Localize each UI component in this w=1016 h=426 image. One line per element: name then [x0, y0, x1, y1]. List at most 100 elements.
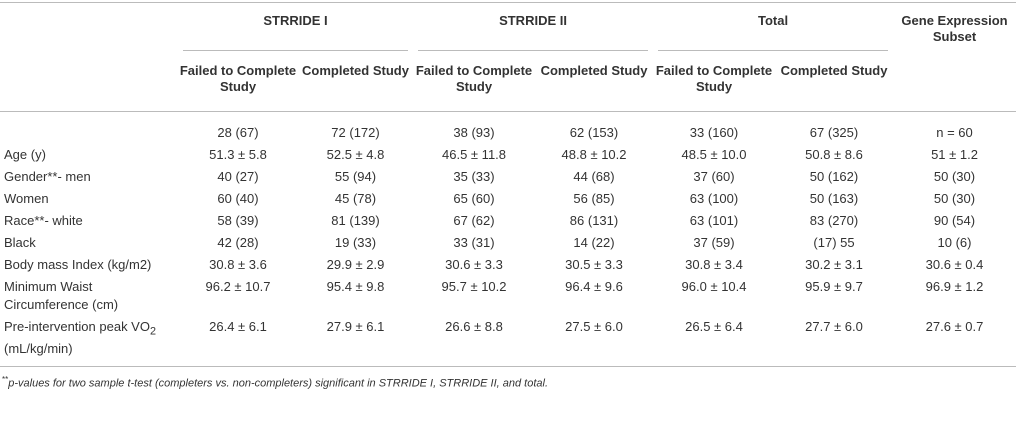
table-row: Black 42 (28) 19 (33) 33 (31) 14 (22) 37 (59)… — [0, 232, 1016, 254]
sub-header: Completed Study — [535, 51, 654, 112]
cell: 26.4 ± 6.1 — [178, 315, 298, 368]
table-row: Age (y) 51.3 ± 5.8 52.5 ± 4.8 46.5 ± 11.8 48… — [0, 144, 1016, 166]
table-row: Minimum Waist Circumference (cm) 96.2 ± 1… — [0, 276, 1016, 316]
table-row: Race**- white 58 (39) 81 (139) 67 (62) 86 (1… — [0, 210, 1016, 232]
cell: 40 (27) — [217, 168, 259, 184]
cell: 30.2 ± 3.1 — [805, 256, 863, 272]
group-label: Gene Expression Subset — [901, 13, 1008, 44]
cell: 83 (270) — [809, 212, 859, 228]
cell: 35 (33) — [453, 168, 495, 184]
cell: 51 ± 1.2 — [931, 146, 978, 162]
cell: 63 (100) — [689, 190, 739, 206]
row-label: Black — [4, 234, 36, 250]
cell: 37 (60) — [693, 168, 735, 184]
group-label: Total — [658, 11, 889, 51]
row-label-sub: 2 — [149, 325, 156, 338]
sub-header: Failed to Complete Study — [653, 51, 776, 112]
row-label: Gender**- men — [4, 168, 91, 184]
cell: 30.8 ± 3.4 — [685, 256, 743, 272]
cell: 46.5 ± 11.8 — [442, 146, 507, 162]
cell: 26.5 ± 6.4 — [653, 315, 776, 368]
cell: 30.6 ± 3.3 — [445, 256, 503, 272]
cell: 90 (54) — [933, 212, 976, 228]
cell: 33 (160) — [689, 124, 739, 140]
cell: 26.6 ± 8.8 — [413, 315, 536, 368]
cell: 81 (139) — [331, 212, 380, 228]
cell: 51.3 ± 5.8 — [209, 146, 267, 162]
cell: 27.6 ± 0.7 — [893, 315, 1016, 368]
table-row: Body mass Index (kg/m2) 30.8 ± 3.6 29.9 ± … — [0, 254, 1016, 276]
row-label: Women — [4, 190, 49, 206]
cell: 60 (40) — [217, 190, 259, 206]
row-label: Race**- white — [4, 212, 83, 228]
cell: 30.6 ± 0.4 — [925, 256, 984, 272]
cell: 29.9 ± 2.9 — [326, 256, 385, 272]
cell: 10 (6) — [937, 234, 972, 250]
cell: 95.4 ± 9.8 — [326, 278, 385, 294]
group-header: STRRIDE I — [178, 2, 414, 51]
footnote-text: p-values for two sample t-test (complete… — [8, 377, 549, 390]
cell: 95.7 ± 10.2 — [441, 278, 507, 294]
footnote-mark: ** — [2, 375, 9, 385]
cell: 48.8 ± 10.2 — [561, 146, 627, 162]
cell: 67 (62) — [453, 212, 495, 228]
table-row: 28 (67) 72 (172) 38 (93) 62 (153) 33 (160) 67… — [0, 111, 1016, 144]
cell: 19 (33) — [334, 234, 377, 250]
cell: 95.9 ± 9.7 — [805, 278, 863, 294]
cell: 96.9 ± 1.2 — [925, 278, 984, 294]
cell: 67 (325) — [809, 124, 859, 140]
group-header: Total — [653, 2, 894, 51]
cell: 44 (68) — [573, 168, 615, 184]
group-label: STRRIDE I — [183, 11, 409, 51]
group-header: STRRIDE II — [413, 2, 654, 51]
sub-header: Failed to Complete Study — [413, 51, 536, 112]
cell: 42 (28) — [217, 234, 259, 250]
cell: 63 (101) — [689, 212, 739, 228]
cell: n = 60 — [936, 124, 973, 140]
corner — [0, 2, 178, 51]
cell: 65 (60) — [453, 190, 495, 206]
cell: 27.5 ± 6.0 — [535, 315, 654, 368]
cell: 62 (153) — [569, 124, 619, 140]
cell: 37 (59) — [693, 234, 735, 250]
row-label-text: Pre-intervention peak VO — [4, 318, 150, 334]
corner — [0, 51, 178, 112]
cell: 30.5 ± 3.3 — [565, 256, 623, 272]
data-table: STRRIDE I STRRIDE II Total Gene Expressi… — [0, 2, 1016, 368]
cell: 50.8 ± 8.6 — [805, 146, 863, 162]
cell: 50 (163) — [809, 190, 859, 206]
table-row: Women 60 (40) 45 (78) 65 (60) 56 (85) 63 (100… — [0, 188, 1016, 210]
cell: 56 (85) — [573, 190, 615, 206]
group-label: STRRIDE II — [418, 11, 649, 51]
row-label: Body mass Index (kg/m2) — [4, 256, 152, 272]
footnote: **p-values for two sample t-test (comple… — [0, 367, 1016, 390]
cell: 33 (31) — [453, 234, 495, 250]
group-header: Gene Expression Subset — [893, 2, 1016, 112]
cell: 27.7 ± 6.0 — [775, 315, 894, 368]
cell: 14 (22) — [573, 234, 615, 250]
row-label — [0, 111, 178, 144]
cell: 50 (30) — [933, 190, 976, 206]
cell: 86 (131) — [569, 212, 619, 228]
sub-header: Failed to Complete Study — [178, 51, 298, 112]
row-label: Pre-intervention peak VO2 (mL/kg/min) — [0, 315, 178, 368]
cell: (17) 55 — [813, 234, 855, 250]
cell: 96.4 ± 9.6 — [565, 278, 623, 294]
cell: 52.5 ± 4.8 — [326, 146, 385, 162]
cell: 28 (67) — [217, 124, 259, 140]
row-label: Minimum Waist Circumference (cm) — [4, 278, 119, 312]
cell: 50 (162) — [809, 168, 859, 184]
cell: 55 (94) — [334, 168, 377, 184]
sub-header: Completed Study — [775, 51, 894, 112]
cell: 45 (78) — [334, 190, 377, 206]
cell: 38 (93) — [453, 124, 495, 140]
sub-header: Completed Study — [298, 51, 414, 112]
table-row: Pre-intervention peak VO2 (mL/kg/min) 26.4… — [0, 315, 1016, 368]
cell: 50 (30) — [933, 168, 976, 184]
cell: 27.9 ± 6.1 — [298, 315, 414, 368]
cell: 96.2 ± 10.7 — [205, 278, 271, 294]
table-row: Gender**- men 40 (27) 55 (94) 35 (33) 44 (68… — [0, 166, 1016, 188]
cell: 72 (172) — [331, 124, 380, 140]
cell: 58 (39) — [217, 212, 259, 228]
